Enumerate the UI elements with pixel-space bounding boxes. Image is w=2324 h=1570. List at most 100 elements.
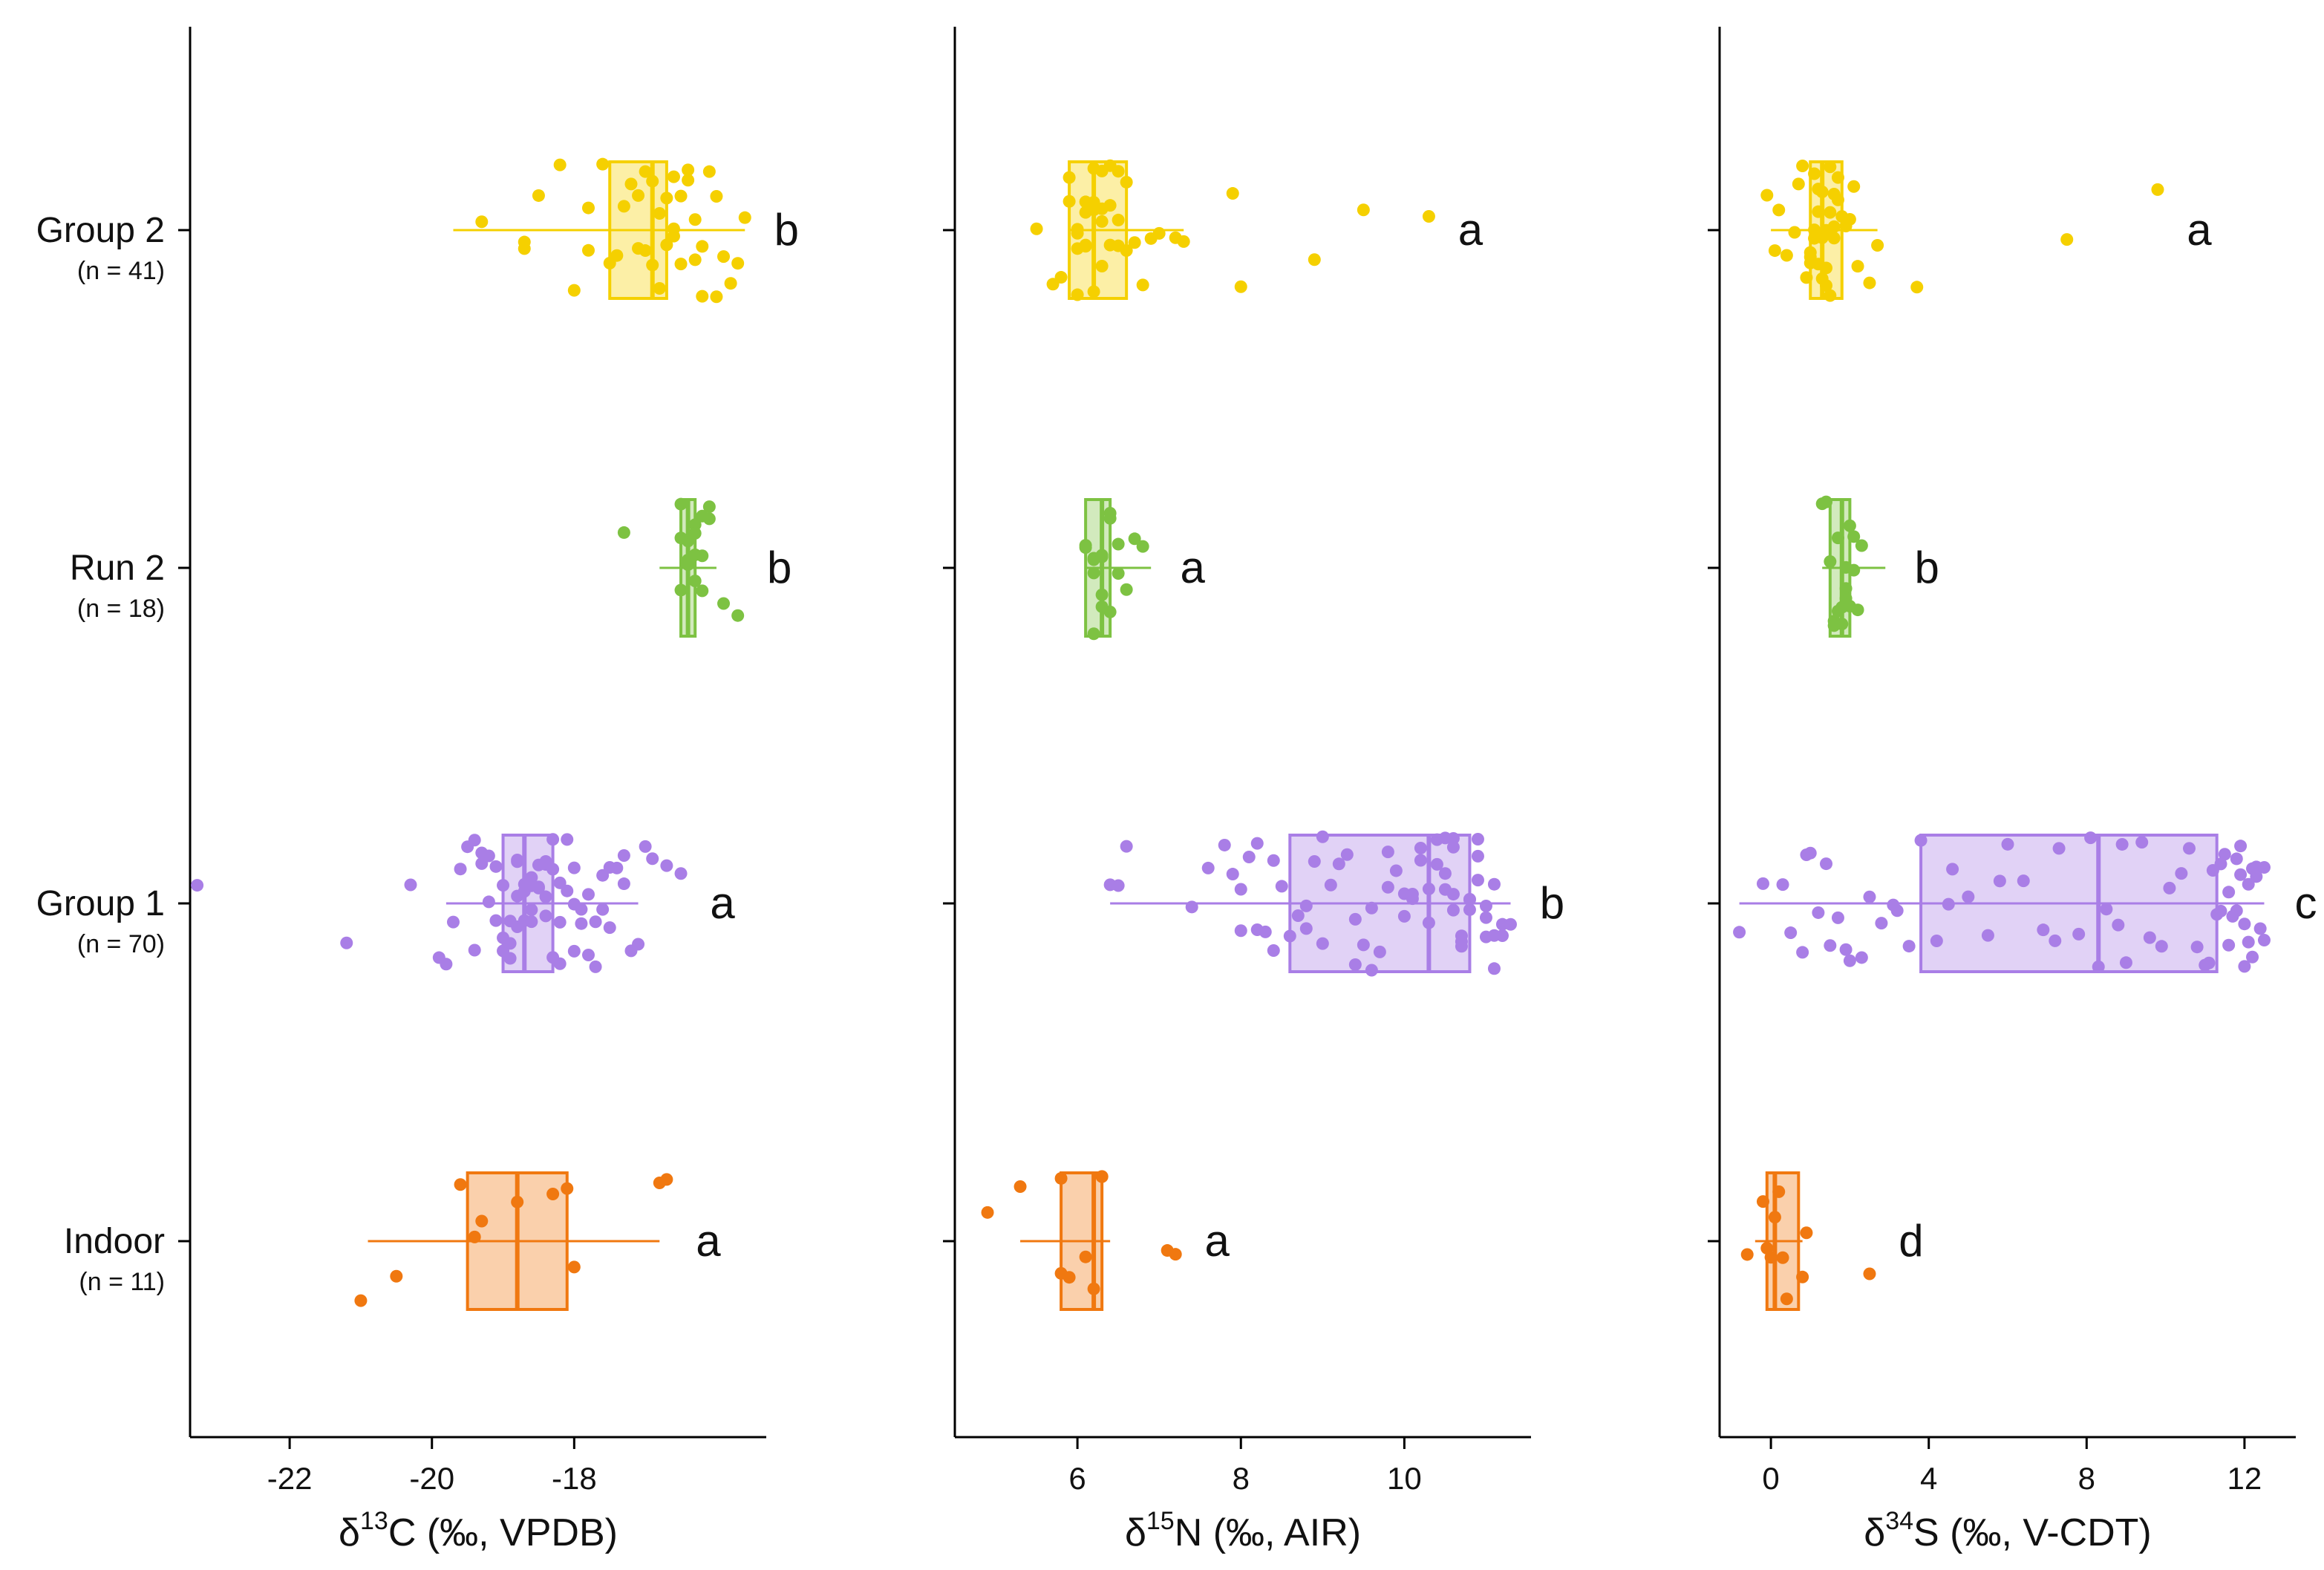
data-point (688, 213, 702, 226)
x-axis-title-delta: δ (1864, 1511, 1885, 1554)
data-point (191, 879, 204, 892)
data-point (603, 921, 616, 935)
data-point (1875, 917, 1888, 930)
data-point (702, 500, 716, 514)
significance-letter: b (767, 543, 791, 592)
data-point (2253, 922, 2267, 935)
data-point (674, 867, 688, 880)
data-point (1406, 888, 1419, 901)
x-tick-label: 0 (1762, 1461, 1779, 1496)
data-point (1242, 851, 1256, 864)
data-point (639, 244, 652, 258)
data-point (575, 917, 588, 930)
data-point (1756, 1195, 1769, 1208)
data-point (1902, 940, 1916, 953)
data-point (1079, 541, 1092, 555)
data-point (646, 852, 659, 866)
data-point (1324, 878, 1337, 892)
data-point (1054, 271, 1068, 284)
data-point (1422, 916, 1435, 929)
data-point (2115, 837, 2129, 851)
data-point (1863, 890, 1876, 903)
x-axis-title-superscript: 13 (360, 1507, 388, 1535)
significance-letter: a (710, 878, 735, 928)
group-group-1: b (943, 830, 1564, 977)
data-point (2155, 940, 2168, 953)
data-point (1234, 924, 1247, 938)
data-point (1824, 939, 1837, 952)
data-point (1831, 171, 1844, 184)
data-point (404, 878, 417, 892)
data-point (1446, 903, 1460, 917)
data-point (1381, 845, 1394, 859)
data-point (688, 526, 702, 540)
data-point (696, 584, 709, 598)
significance-letter: b (774, 205, 799, 255)
data-point (1259, 925, 1272, 938)
data-point (1796, 159, 1809, 172)
data-point (1152, 226, 1166, 240)
data-point (1479, 900, 1492, 913)
x-axis-title-superscript: 34 (1885, 1507, 1913, 1535)
data-point (1843, 954, 1856, 967)
group-n-label: (n = 18) (77, 595, 165, 623)
data-point (632, 189, 645, 202)
data-point (2135, 836, 2149, 849)
data-point (1095, 260, 1109, 273)
data-point (1463, 892, 1476, 906)
data-point (1851, 604, 1864, 617)
data-point (1855, 539, 1868, 552)
data-point (1071, 288, 1084, 301)
data-point (475, 1214, 489, 1228)
data-point (1120, 840, 1133, 853)
x-axis-title: δ13C (‰, VPDB) (339, 1507, 618, 1554)
data-point (475, 857, 489, 870)
data-point (1357, 938, 1370, 952)
x-tick-label: -20 (409, 1461, 454, 1496)
data-point (1095, 588, 1109, 601)
data-point (546, 1188, 560, 1201)
data-point (1788, 226, 1801, 239)
data-point (1824, 160, 1837, 174)
data-point (1095, 215, 1109, 228)
data-point (682, 174, 695, 187)
data-point (1422, 883, 1435, 896)
data-point (1365, 964, 1378, 977)
data-point (511, 854, 524, 867)
data-point (567, 861, 581, 874)
data-point (446, 915, 460, 929)
data-point (567, 944, 581, 958)
group-group-1: Group 1 (n = 70) a (36, 833, 735, 973)
group-label: Indoor (64, 1222, 165, 1261)
data-point (1804, 256, 1817, 269)
significance-letter: a (1180, 543, 1205, 592)
data-point (1855, 951, 1868, 964)
data-point (1250, 837, 1264, 850)
data-point (674, 497, 688, 511)
data-point (1839, 560, 1853, 574)
data-point (2060, 233, 2074, 246)
data-point (482, 895, 495, 909)
data-point (553, 158, 567, 171)
data-point (2214, 857, 2227, 871)
data-point (1768, 244, 1781, 258)
data-point (2234, 840, 2248, 853)
data-point (667, 229, 680, 243)
data-point (1389, 864, 1403, 877)
group-indoor: d (1708, 1171, 1924, 1311)
x-axis-title-superscript: 15 (1146, 1507, 1175, 1535)
data-point (1169, 1248, 1182, 1261)
data-point (1316, 830, 1329, 843)
data-point (2001, 837, 2014, 851)
data-point (2238, 960, 2251, 973)
data-point (653, 207, 666, 220)
data-point (624, 177, 638, 191)
data-point (1112, 213, 1125, 226)
data-point (1827, 232, 1841, 245)
data-point (1831, 193, 1844, 206)
data-point (567, 284, 581, 297)
data-point (1847, 530, 1861, 543)
data-point (1993, 874, 2006, 888)
